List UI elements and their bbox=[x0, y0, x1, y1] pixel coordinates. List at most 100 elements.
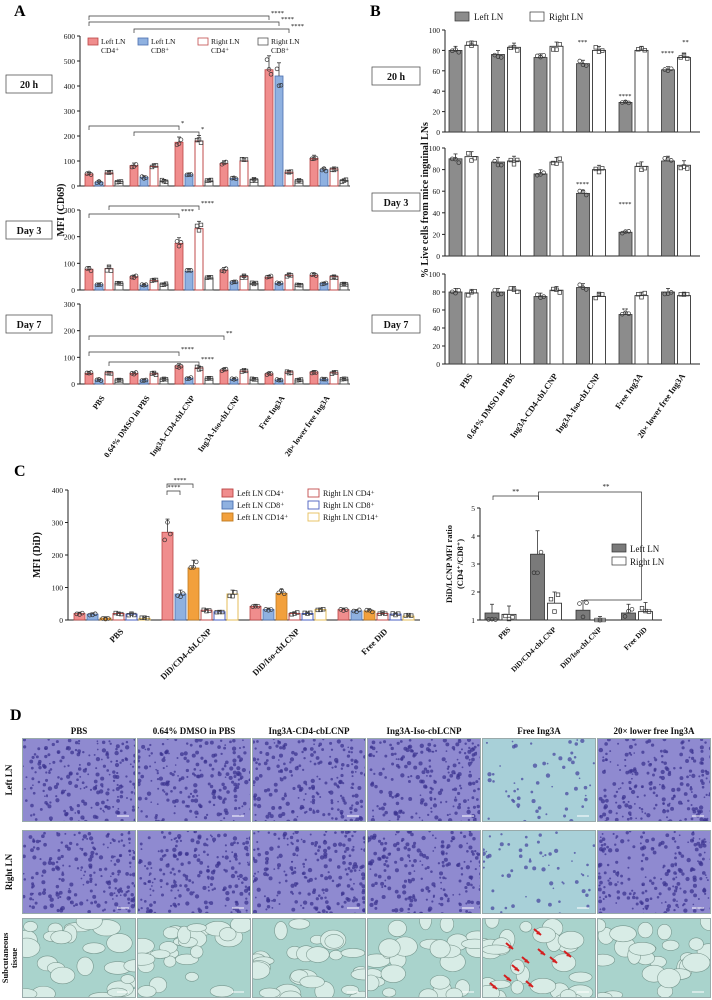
nucleus-dot bbox=[48, 769, 51, 772]
nucleus-dot bbox=[23, 844, 27, 848]
nucleus-dot bbox=[82, 768, 87, 773]
adipocyte-cell bbox=[82, 942, 106, 954]
adipocyte-cell bbox=[299, 975, 325, 989]
data-point bbox=[84, 266, 90, 271]
nucleus-dot bbox=[83, 801, 88, 806]
nucleus-dot bbox=[552, 752, 556, 756]
nucleus-dot bbox=[458, 802, 462, 806]
data-point bbox=[642, 290, 647, 296]
data-point bbox=[626, 608, 631, 614]
nucleus-dot bbox=[583, 785, 588, 790]
nucleus-dot bbox=[359, 865, 363, 870]
nucleus-dot bbox=[312, 890, 316, 895]
nucleus-dot bbox=[419, 911, 424, 913]
nucleus-dot bbox=[368, 752, 373, 757]
nucleus-dot bbox=[163, 853, 167, 857]
nucleus-dot bbox=[644, 876, 647, 879]
data-point bbox=[343, 376, 349, 382]
nucleus-dot bbox=[89, 880, 93, 884]
data-point bbox=[276, 281, 282, 286]
nucleus-dot bbox=[476, 900, 480, 905]
nucleus-dot bbox=[635, 817, 637, 820]
data-point bbox=[493, 617, 498, 622]
nucleus-dot bbox=[229, 740, 232, 744]
data-point bbox=[198, 366, 204, 371]
nucleus-dot bbox=[683, 890, 687, 894]
nucleus-dot bbox=[194, 739, 199, 743]
data-point bbox=[534, 172, 540, 178]
data-point bbox=[217, 609, 222, 615]
nucleus-dot bbox=[34, 771, 37, 774]
nucleus-dot bbox=[190, 838, 195, 843]
nucleus-dot bbox=[360, 872, 365, 877]
nucleus-dot bbox=[698, 860, 703, 865]
nucleus-dot bbox=[303, 780, 308, 785]
nucleus-dot bbox=[302, 900, 308, 905]
nucleus-dot bbox=[284, 873, 288, 877]
nucleus-dot bbox=[440, 881, 442, 884]
nucleus-dot bbox=[170, 838, 173, 841]
nucleus-dot bbox=[709, 780, 710, 784]
nucleus-dot bbox=[492, 780, 495, 783]
nucleus-dot bbox=[511, 740, 514, 743]
significance-mark: **** bbox=[201, 356, 214, 363]
nucleus-dot bbox=[253, 875, 255, 877]
bar bbox=[484, 612, 500, 621]
nucleus-dot bbox=[420, 877, 423, 881]
nucleus-dot bbox=[346, 884, 351, 888]
nucleus-dot bbox=[658, 892, 662, 896]
nucleus-dot bbox=[438, 902, 441, 905]
legend-swatch bbox=[137, 37, 149, 46]
nucleus-dot bbox=[388, 790, 393, 795]
nucleus-dot bbox=[668, 819, 673, 821]
legend-swatch bbox=[611, 543, 627, 553]
nucleus-dot bbox=[378, 807, 382, 811]
nucleus-dot bbox=[694, 807, 698, 811]
nucleus-dot bbox=[31, 755, 35, 759]
nucleus-dot bbox=[61, 872, 65, 876]
nucleus-dot bbox=[479, 864, 480, 868]
y-tick-label: 80 bbox=[433, 166, 441, 175]
nucleus-dot bbox=[286, 843, 289, 846]
data-point bbox=[178, 363, 184, 369]
nucleus-dot bbox=[463, 799, 467, 803]
nucleus-dot bbox=[138, 755, 141, 760]
histology-image bbox=[137, 918, 251, 998]
nucleus-dot bbox=[702, 889, 707, 893]
bar bbox=[634, 295, 649, 365]
nucleus-dot bbox=[103, 908, 106, 911]
nucleus-dot bbox=[273, 782, 278, 787]
nucleus-dot bbox=[164, 750, 168, 755]
adipocyte-cell bbox=[324, 934, 344, 949]
nucleus-dot bbox=[631, 889, 634, 892]
nucleus-dot bbox=[437, 818, 442, 821]
nucleus-dot bbox=[140, 810, 143, 813]
nucleus-dot bbox=[43, 842, 47, 847]
nucleus-dot bbox=[686, 857, 691, 863]
nucleus-dot bbox=[536, 840, 540, 844]
nucleus-dot bbox=[459, 787, 463, 790]
nucleus-dot bbox=[337, 800, 339, 803]
nucleus-dot bbox=[37, 780, 41, 784]
nucleus-dot bbox=[641, 891, 645, 895]
nucleus-dot bbox=[627, 839, 630, 842]
legend-label: Left LN bbox=[151, 37, 176, 46]
nucleus-dot bbox=[350, 739, 353, 742]
nucleus-dot bbox=[183, 751, 188, 756]
nucleus-dot bbox=[352, 864, 355, 867]
bar bbox=[309, 158, 319, 187]
nucleus-dot bbox=[216, 861, 221, 866]
nucleus-dot bbox=[442, 775, 447, 780]
nucleus-dot bbox=[256, 803, 262, 809]
nucleus-dot bbox=[212, 837, 217, 842]
nucleus-dot bbox=[324, 888, 329, 893]
nucleus-dot bbox=[604, 895, 608, 898]
y-tick-label: 3 bbox=[471, 560, 475, 569]
significance-bracket bbox=[166, 490, 181, 495]
nucleus-dot bbox=[45, 778, 49, 782]
nucleus-dot bbox=[41, 834, 45, 839]
nucleus-dot bbox=[185, 742, 189, 745]
nucleus-dot bbox=[363, 739, 365, 741]
data-point bbox=[338, 607, 344, 612]
nucleus-dot bbox=[363, 773, 365, 777]
